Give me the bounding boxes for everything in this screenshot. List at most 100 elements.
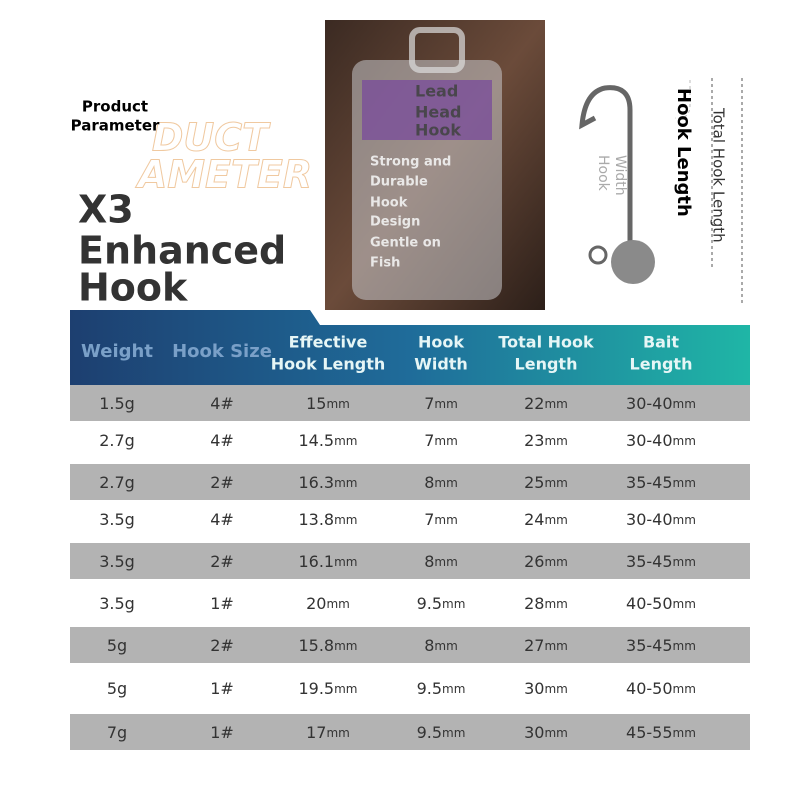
cell-value: 24: [524, 510, 544, 529]
column-header: Hook Length: [271, 355, 386, 374]
cell-value: 15: [306, 394, 326, 413]
cell-value: 30: [524, 723, 544, 742]
cell: 2#: [210, 473, 234, 492]
cell-unit: mm: [673, 397, 696, 411]
column-header: Hook: [418, 333, 464, 352]
cell-value: 26: [524, 552, 544, 571]
cell-unit: mm: [673, 726, 696, 740]
cell-unit: mm: [544, 555, 567, 569]
title: Enhanced: [78, 229, 286, 273]
cell-value: 22: [524, 394, 544, 413]
cell: 30-40mm: [626, 510, 696, 529]
row-band: [70, 464, 750, 500]
cell: 22mm: [524, 394, 568, 413]
cell-unit: mm: [334, 682, 357, 696]
cell: 2#: [210, 636, 234, 655]
cell: 9.5mm: [417, 723, 466, 742]
cell-unit: mm: [544, 682, 567, 696]
cell-value: 15.8: [298, 636, 334, 655]
cell: 3.5g: [99, 510, 135, 529]
cell-value: 2.7g: [99, 431, 135, 450]
cell-unit: mm: [334, 434, 357, 448]
cell-value: 1.5g: [99, 394, 135, 413]
cell-value: 9.5: [417, 679, 442, 698]
cell-unit: mm: [326, 726, 349, 740]
cell-value: 35-45: [626, 636, 673, 655]
total-length: Total Hook Length: [710, 107, 728, 243]
cell-value: 4#: [210, 394, 234, 413]
cell-value: 5g: [107, 636, 127, 655]
cell-value: 45-55: [626, 723, 673, 742]
box-tab: [409, 27, 465, 73]
cell-value: 2.7g: [99, 473, 135, 492]
cell-unit: mm: [434, 434, 457, 448]
guide: [674, 80, 691, 119]
cell-unit: mm: [334, 555, 357, 569]
jig-head: [611, 240, 655, 284]
cell: 27mm: [524, 636, 568, 655]
eye: [588, 245, 608, 265]
cell-unit: mm: [434, 476, 457, 490]
cell-value: 19.5: [298, 679, 334, 698]
cell: 13.8mm: [298, 510, 357, 529]
cell-value: 35-45: [626, 473, 673, 492]
cell-value: 35-45: [626, 552, 673, 571]
cell: 2.7g: [99, 473, 135, 492]
deco-text: DUCT: [152, 116, 271, 160]
row-band: [70, 385, 750, 421]
cell: 17mm: [306, 723, 350, 742]
cell-unit: mm: [326, 397, 349, 411]
cell-value: 7g: [107, 723, 127, 742]
cell-unit: mm: [673, 555, 696, 569]
cell-value: 17: [306, 723, 326, 742]
cell-value: 2#: [210, 552, 234, 571]
cell: 16.3mm: [298, 473, 357, 492]
cell-value: 2#: [210, 636, 234, 655]
product-label: Product: [82, 98, 148, 116]
photo-text: Lead: [415, 82, 458, 101]
column-header: Weight: [81, 341, 153, 362]
cell-unit: mm: [673, 434, 696, 448]
cell-value: 30-40: [626, 394, 673, 413]
column-header: Length: [515, 355, 578, 374]
cell-value: 30-40: [626, 510, 673, 529]
cell: 8mm: [424, 552, 458, 571]
cell-value: 5g: [107, 679, 127, 698]
cell: 7mm: [424, 510, 458, 529]
title: Hook: [78, 266, 188, 310]
cell-value: 27: [524, 636, 544, 655]
cell-value: 13.8: [298, 510, 334, 529]
cell: 14.5mm: [298, 431, 357, 450]
cell: 7g: [107, 723, 127, 742]
cell: 9.5mm: [417, 679, 466, 698]
cell: 8mm: [424, 473, 458, 492]
cell-unit: mm: [673, 682, 696, 696]
cell: 23mm: [524, 431, 568, 450]
cell-value: 8: [424, 473, 434, 492]
cell: 7mm: [424, 394, 458, 413]
cell: 26mm: [524, 552, 568, 571]
cell-unit: mm: [434, 397, 457, 411]
hook: [579, 85, 633, 250]
cell: 16.1mm: [298, 552, 357, 571]
cell-value: 1#: [210, 679, 234, 698]
row-band: [70, 714, 750, 750]
cell: 30mm: [524, 723, 568, 742]
photo-text: Strong and: [370, 155, 451, 170]
photo-text: Gentle on: [370, 236, 441, 251]
cell-unit: mm: [434, 639, 457, 653]
cell: 25mm: [524, 473, 568, 492]
cell: 40-50mm: [626, 594, 696, 613]
cell-value: 20: [306, 594, 326, 613]
row-band: [70, 543, 750, 579]
cell-value: 16.1: [298, 552, 334, 571]
photo-text: Design: [370, 215, 420, 230]
cell-value: 40-50: [626, 679, 673, 698]
cell-value: 23: [524, 431, 544, 450]
title: X3: [78, 188, 134, 232]
column-header: Length: [630, 355, 693, 374]
cell-value: 9.5: [417, 723, 442, 742]
cell: 20mm: [306, 594, 350, 613]
cell: 8mm: [424, 636, 458, 655]
